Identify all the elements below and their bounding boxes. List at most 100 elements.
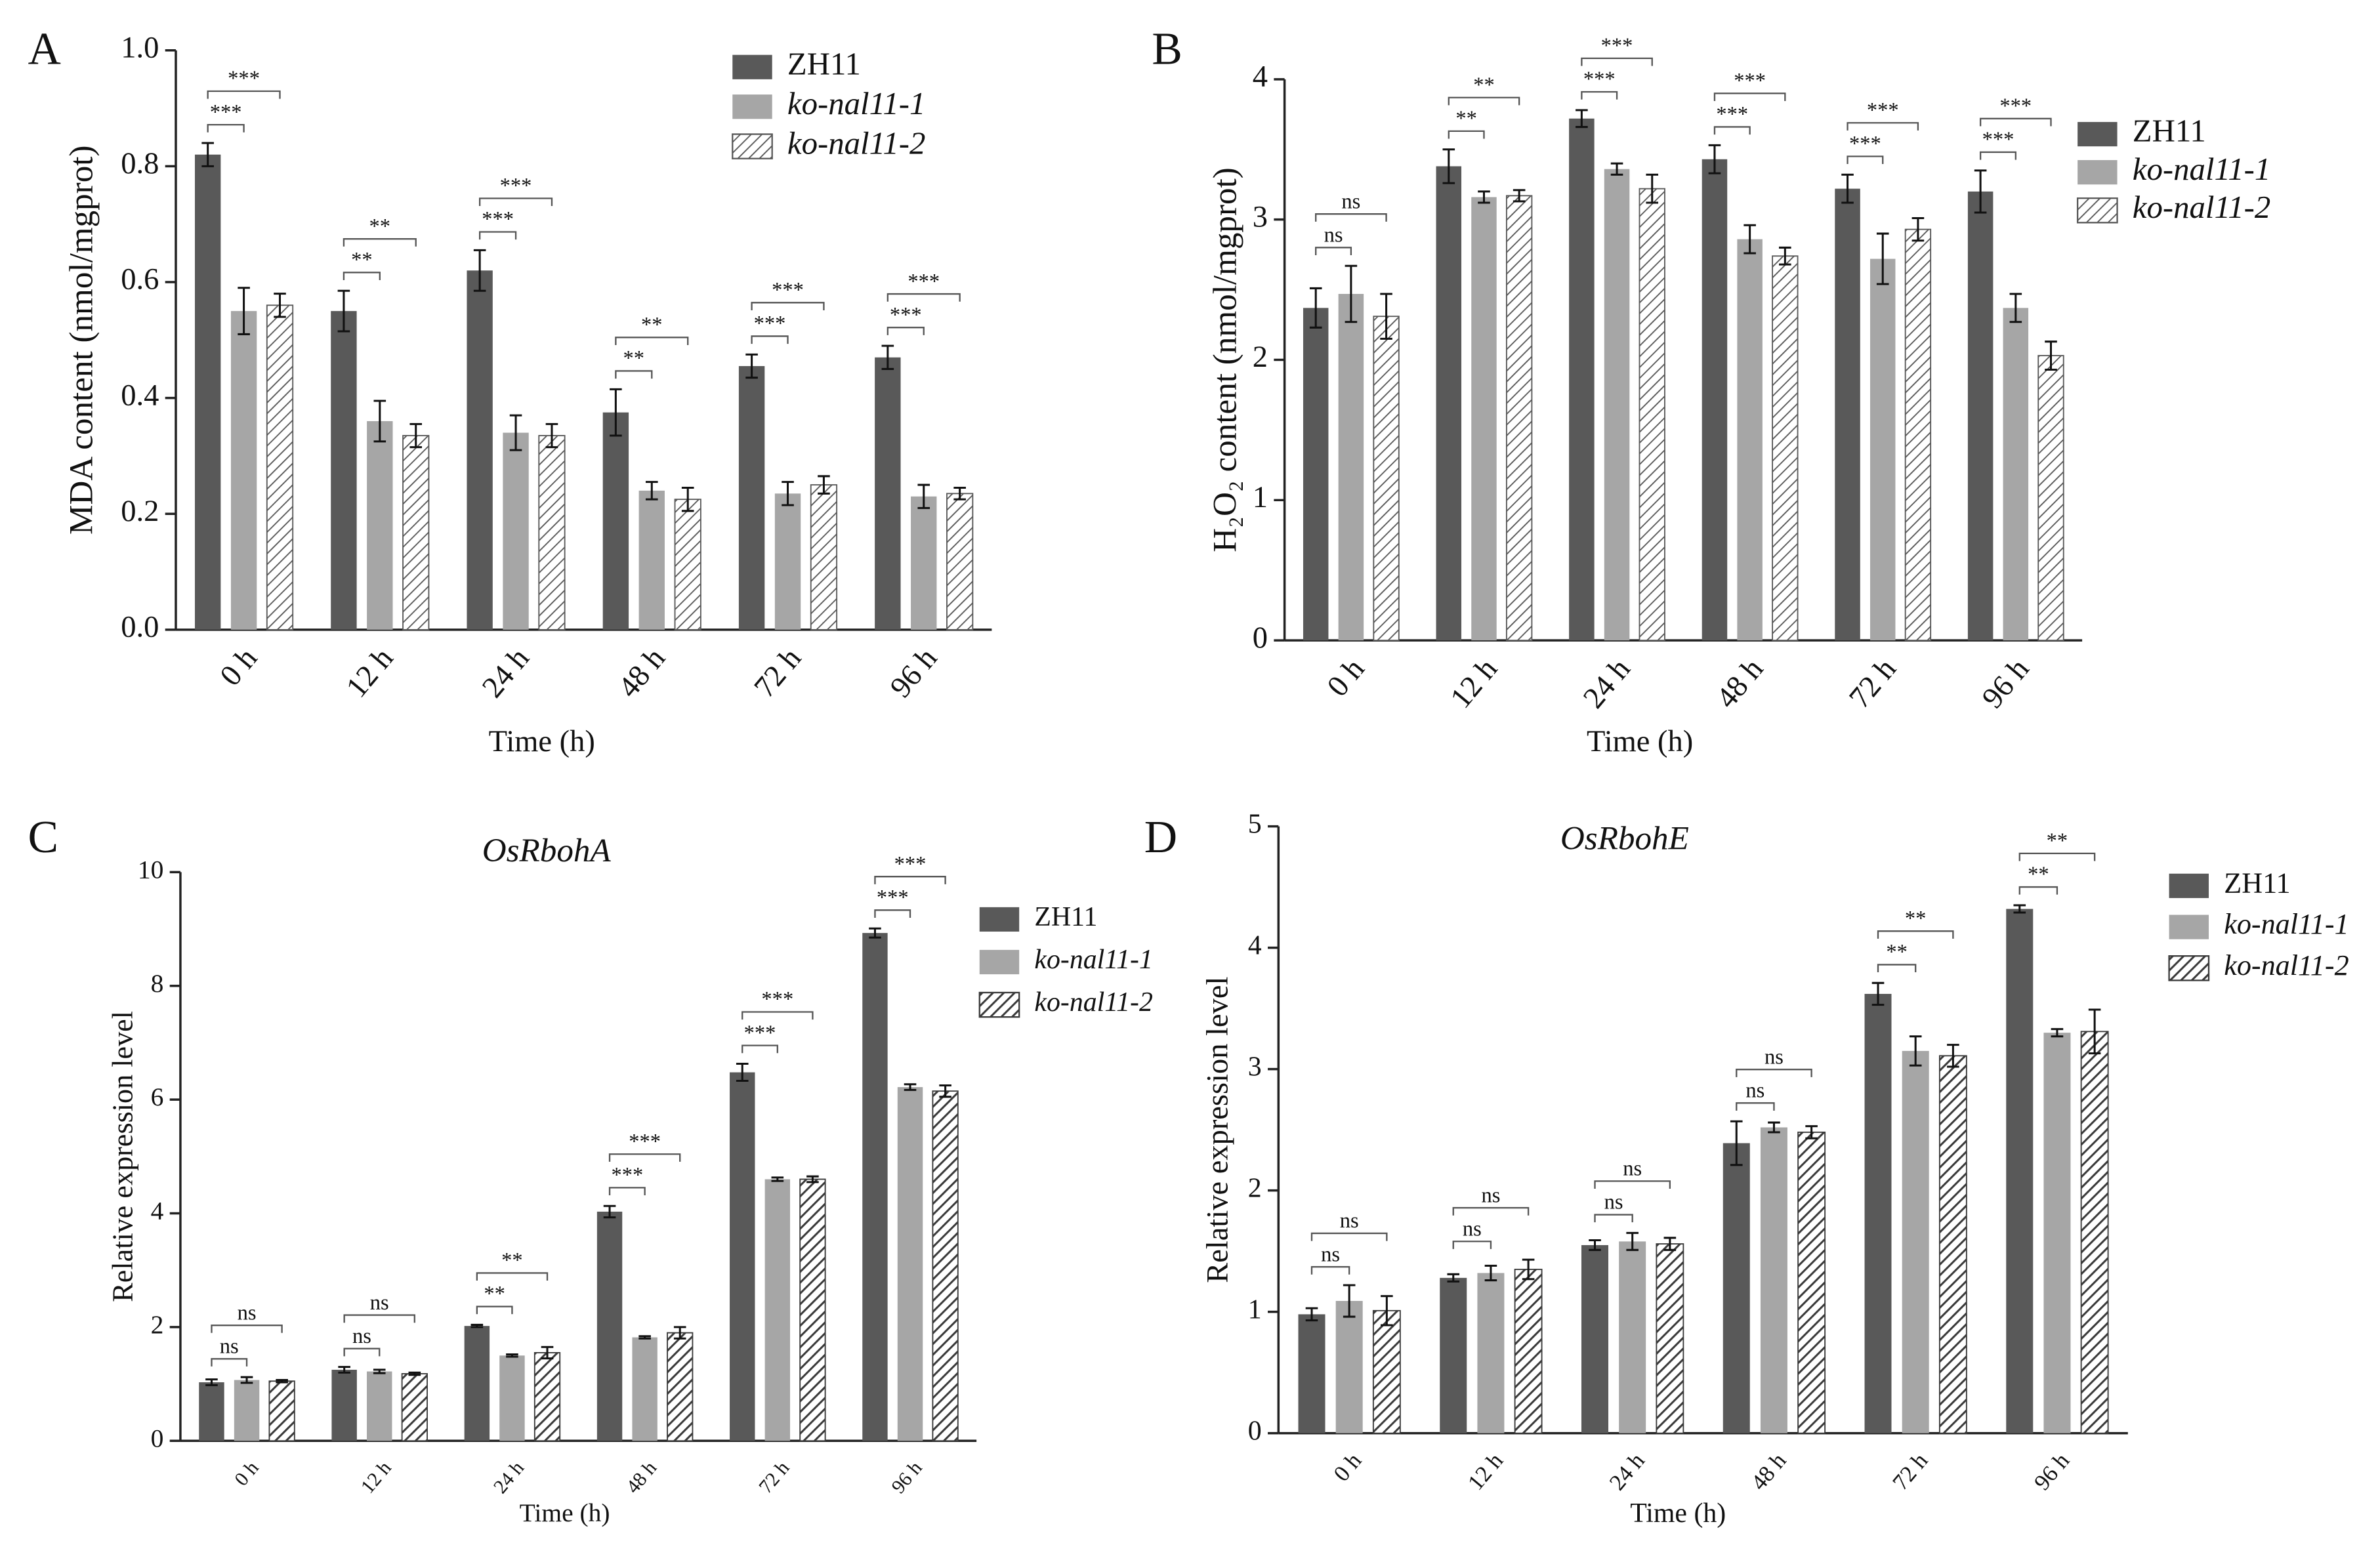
significance-bracket [741,1044,778,1054]
x-tick-label: 12 h [1463,1448,1508,1495]
significance-bracket [211,1325,283,1333]
legend-label: ZH11 [2133,113,2206,149]
x-tick-label: 72 h [1843,652,1902,714]
legend-swatch [2169,915,2209,939]
significance-bracket [1713,93,1786,101]
significance-label: ns [1340,1209,1359,1233]
bar [596,1211,623,1441]
x-tick-label: 24 h [489,1457,528,1498]
error-bar [745,353,758,379]
y-axis-label: H₂O₂ content (nmol/mgprot) [1206,167,1243,552]
bar [946,493,974,630]
bar [1864,993,1892,1433]
significance-bracket [476,1272,549,1281]
error-bar [953,486,966,501]
bar [1772,255,1799,642]
error-bar [337,289,350,333]
bar [667,1332,694,1442]
x-tick-label: 12 h [356,1457,396,1498]
y-tick-label: 3 [1253,200,1268,234]
significance-label: *** [772,279,804,302]
significance-label: *** [611,1164,643,1187]
bar [911,496,937,630]
bar [764,1179,791,1441]
legend-label: ko-nal11-2 [787,125,925,161]
bar [402,435,430,630]
bar [674,499,701,630]
x-tick-label: 72 h [754,1457,793,1498]
legend-swatch [979,949,1020,975]
error-bar [509,414,522,451]
error-bar [1442,148,1455,184]
x-tick-label: 12 h [1444,652,1504,714]
y-tick-label: 5 [1248,809,1262,839]
x-tick-label: 48 h [612,642,671,704]
error-bar [201,142,214,167]
bar [401,1373,428,1442]
y-tick-label: 0 [1253,621,1268,655]
bar [1619,1241,1646,1433]
bar [199,1382,224,1441]
panel-letter: D [1144,812,1177,863]
error-bar [806,1175,819,1183]
significance-bracket [343,1314,415,1323]
error-bar [276,1379,288,1384]
legend-label: ZH11 [1034,902,1097,932]
error-bar [1345,264,1358,323]
legend-label: ko-nal11-2 [2224,949,2349,981]
significance-bracket [874,876,946,884]
error-bar [1478,190,1490,204]
y-axis-label: Relative expression level [106,1011,138,1302]
x-tick-label: 48 h [1710,652,1770,714]
significance-bracket [343,238,417,247]
legend-label: ko-nal11-1 [2133,152,2270,187]
chart-title: OsRbohE [1560,820,1689,857]
chart-panel: A MDA content (nmol/mgprot) Time (h) 0.0 0.2… [28,24,992,758]
bar [503,432,529,630]
significance-label: *** [1583,68,1616,91]
bar [875,357,901,630]
error-bar [1305,1307,1318,1322]
error-bar [673,1326,686,1340]
significance-bracket [478,197,553,206]
error-bar [1309,287,1322,329]
significance-label: *** [744,1021,776,1045]
significance-label: ns [238,1301,257,1325]
y-axis-label: Relative expression level [1201,977,1235,1283]
bar [1656,1243,1684,1434]
x-tick-label: 0 h [1328,1448,1366,1486]
significance-label: ** [2047,829,2068,853]
significance-label: *** [500,175,532,198]
significance-bracket [1315,213,1387,222]
y-tick-label: 0 [1248,1416,1262,1446]
significance-bracket [1979,151,2016,160]
y-tick-label: 2 [1248,1173,1262,1203]
y-tick-label: 1 [1253,481,1268,514]
error-bar [1871,981,1885,1006]
legend-label: ko-nal11-1 [1034,945,1152,975]
bar [932,1090,959,1442]
y-tick-label: 10 [138,855,164,884]
error-bar [373,400,386,443]
significance-bracket [343,272,381,280]
significance-bracket [887,327,925,335]
y-tick-label: 0 [151,1424,164,1452]
bar [1505,195,1533,642]
error-bar [473,249,486,292]
significance-label: *** [1716,103,1748,127]
significance-label: *** [1601,34,1633,58]
significance-label: *** [210,100,242,124]
error-bar [681,486,694,512]
significance-label: ** [369,215,391,238]
bar [1902,1050,1929,1433]
significance-label: ** [2028,863,2049,886]
error-bar [1876,232,1889,285]
y-tick-label: 0.6 [121,263,159,297]
error-bar [1841,173,1854,204]
significance-bracket [1594,1214,1633,1223]
significance-label: *** [761,988,793,1012]
significance-bracket [1315,247,1352,255]
significance-bracket [608,1153,681,1162]
significance-label: ns [1324,224,1343,247]
bar [638,490,665,630]
